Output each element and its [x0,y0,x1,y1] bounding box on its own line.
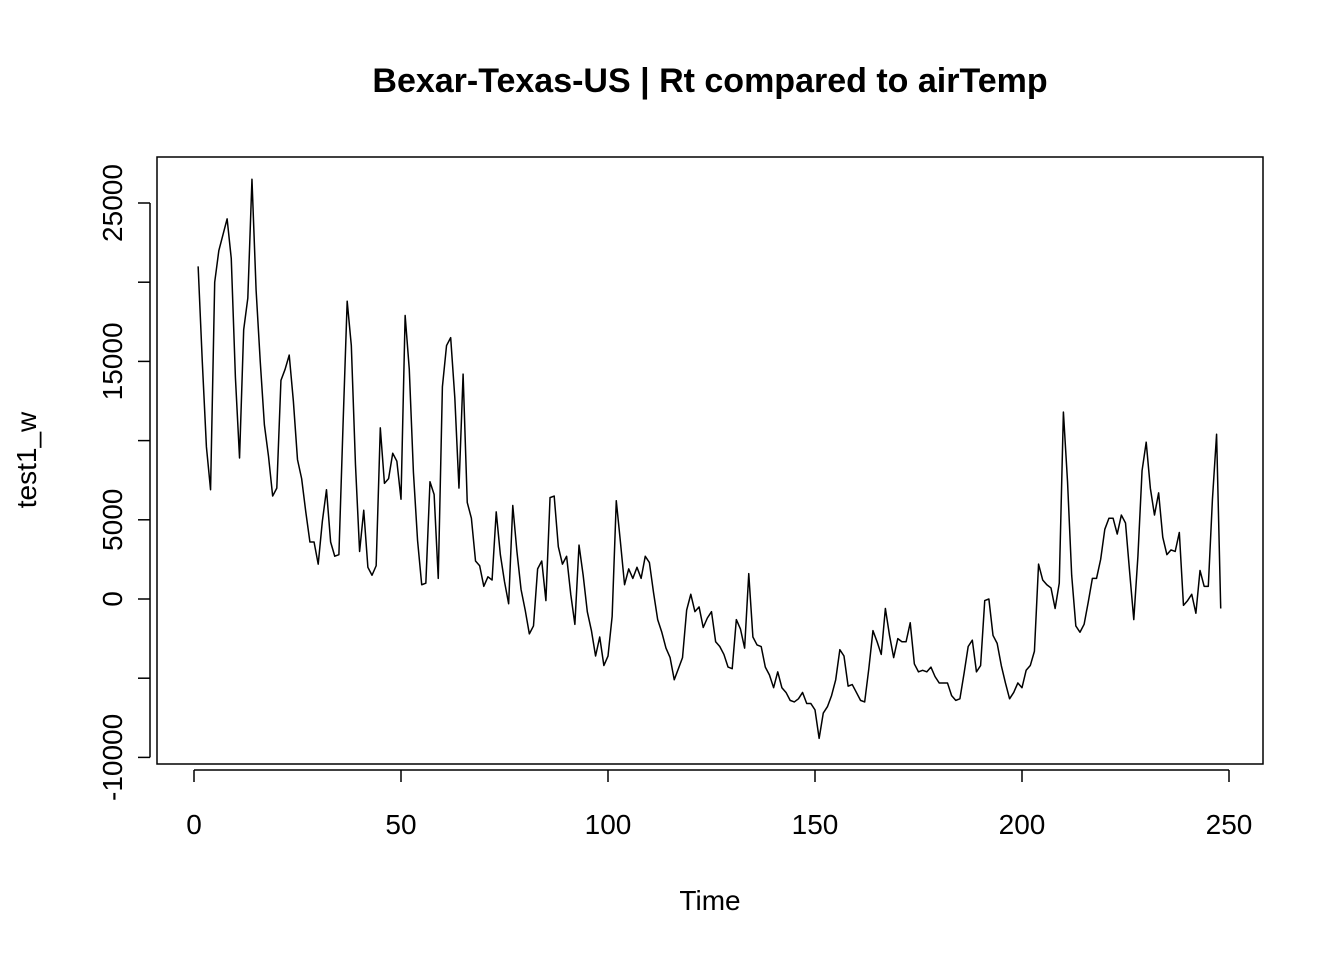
y-tick-label: 25000 [97,164,128,242]
x-tick-label: 250 [1206,809,1253,840]
y-tick-label: 15000 [97,322,128,400]
x-axis: 0 50 100 150 200 250 [186,769,1253,840]
series-line [197,178,1222,740]
y-tick-label: 0 [97,591,128,607]
chart-title: Bexar-Texas-US | Rt compared to airTemp [372,62,1047,100]
y-tick-label: -10000 [97,714,128,801]
x-tick-label: 200 [999,809,1046,840]
x-tick-label: 150 [792,809,839,840]
x-tick-label: 0 [186,809,202,840]
plot-frame [156,156,1264,765]
y-tick-label: 5000 [97,489,128,551]
x-tick-label: 100 [585,809,632,840]
y-axis: -10000 0 5000 15000 25000 [97,164,151,801]
y-axis-label: test1_w [11,411,42,508]
x-axis-label: Time [679,885,740,916]
x-tick-label: 50 [385,809,416,840]
